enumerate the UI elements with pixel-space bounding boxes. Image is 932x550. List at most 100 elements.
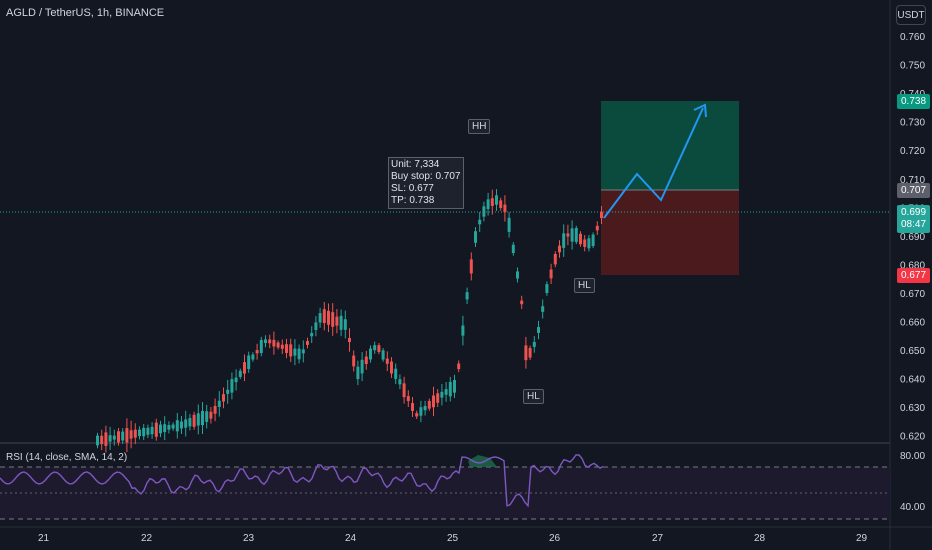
candle xyxy=(121,431,125,441)
candle xyxy=(381,350,385,360)
candle xyxy=(146,427,150,435)
candle xyxy=(427,400,431,409)
candle xyxy=(129,430,133,439)
candle xyxy=(255,350,259,354)
projection-arrow[interactable] xyxy=(603,107,704,219)
last-price-tag: 0.699 08:47 xyxy=(897,205,931,233)
candle xyxy=(419,407,423,416)
candle xyxy=(369,348,372,360)
stop-zone[interactable] xyxy=(601,190,739,275)
candle xyxy=(196,413,200,426)
candle xyxy=(352,355,356,367)
candle xyxy=(394,368,398,379)
candle xyxy=(293,348,297,356)
target-zone[interactable] xyxy=(601,101,739,190)
candle xyxy=(301,349,305,354)
candle xyxy=(343,319,347,330)
candle xyxy=(104,432,108,446)
candle xyxy=(175,420,179,432)
candle xyxy=(184,419,188,428)
candle xyxy=(318,313,322,323)
candle xyxy=(222,394,225,402)
candle xyxy=(234,377,238,383)
candle xyxy=(583,239,587,247)
candle xyxy=(142,427,146,437)
candle xyxy=(474,231,477,243)
candle xyxy=(537,327,540,333)
time-axis-label: 27 xyxy=(652,533,664,544)
candle xyxy=(457,363,461,370)
rsi-line xyxy=(0,454,604,508)
hl-label-left[interactable]: HL xyxy=(523,389,544,404)
candle xyxy=(150,426,154,435)
candle xyxy=(247,355,251,369)
sl-price-tag: 0.677 xyxy=(897,268,931,283)
candle xyxy=(163,424,167,433)
price-axis-label: 0.730 xyxy=(900,118,925,129)
candle xyxy=(579,233,582,245)
time-axis-label: 23 xyxy=(243,533,255,544)
candle xyxy=(285,344,288,353)
position-info-box[interactable]: Unit: 7,334 Buy stop: 0.707 SL: 0.677 TP… xyxy=(388,157,464,209)
candle xyxy=(167,425,171,430)
candle xyxy=(259,339,263,354)
candle xyxy=(230,379,234,393)
price-axis-label: 0.640 xyxy=(900,375,925,386)
hl-label-right[interactable]: HL xyxy=(574,278,595,293)
currency-button[interactable]: USDT xyxy=(896,5,926,25)
position-unit: Unit: 7,334 xyxy=(391,159,440,170)
hh-label[interactable]: HH xyxy=(468,119,491,134)
candle xyxy=(243,362,246,374)
time-axis-label: 29 xyxy=(856,533,868,544)
candle xyxy=(154,422,158,437)
tp-price-tag: 0.738 xyxy=(897,94,931,109)
symbol-title[interactable]: AGLD / TetherUS, 1h, BINANCE xyxy=(6,7,165,19)
candle xyxy=(390,361,393,374)
candle xyxy=(180,421,183,429)
candle xyxy=(100,435,104,445)
candle xyxy=(373,345,377,351)
candle xyxy=(251,354,255,360)
candle xyxy=(469,259,473,274)
candle xyxy=(117,431,120,443)
candle xyxy=(432,395,435,408)
candle xyxy=(490,198,494,206)
time-axis: 21 22 23 24 25 26 27 28 29 xyxy=(38,533,868,544)
time-axis-label: 25 xyxy=(447,533,459,544)
candle xyxy=(108,435,112,442)
candle xyxy=(595,225,599,231)
position-sl: SL: 0.677 xyxy=(391,183,434,194)
time-axis-label: 22 xyxy=(141,533,153,544)
time-axis-label: 28 xyxy=(754,533,766,544)
candle xyxy=(486,199,490,210)
candle xyxy=(524,345,528,361)
candle xyxy=(217,400,221,407)
rsi-legend[interactable]: RSI (14, close, SMA, 14, 2) xyxy=(6,452,128,463)
candle xyxy=(348,338,351,342)
candle xyxy=(398,379,402,385)
rsi-axis-80: 80.00 xyxy=(900,451,925,462)
candle xyxy=(159,424,162,434)
candle xyxy=(478,219,482,225)
candle xyxy=(503,204,507,213)
candle xyxy=(402,383,406,398)
candle xyxy=(201,410,204,426)
price-axis-label: 0.660 xyxy=(900,318,925,329)
rsi-axis-40: 40.00 xyxy=(900,502,925,513)
bar-countdown: 08:47 xyxy=(901,219,927,230)
candle xyxy=(171,424,175,429)
candle xyxy=(566,233,570,237)
position-buy-stop: Buy stop: 0.707 xyxy=(391,171,461,182)
entry-price-tag: 0.707 xyxy=(897,183,931,198)
candle xyxy=(562,233,566,248)
candle xyxy=(511,244,515,254)
candle xyxy=(322,309,326,324)
candle xyxy=(600,211,603,219)
candle xyxy=(570,228,574,242)
candle xyxy=(482,206,486,217)
candle xyxy=(331,312,335,327)
candle xyxy=(448,381,452,397)
candle xyxy=(465,292,469,300)
candle xyxy=(188,418,192,427)
